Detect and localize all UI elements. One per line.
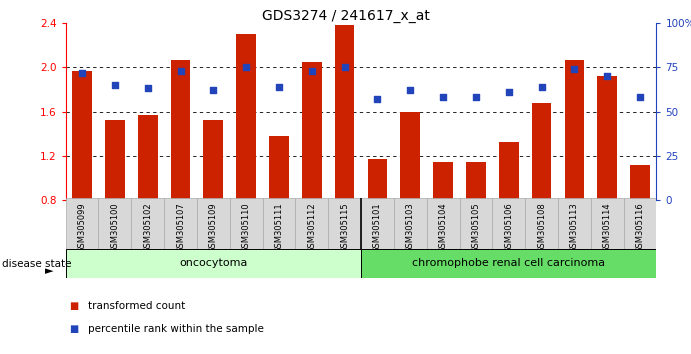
Point	[306, 68, 317, 74]
Bar	[328, 198, 361, 250]
Point	[602, 73, 613, 79]
Bar	[591, 198, 623, 250]
Text: GSM305116: GSM305116	[636, 202, 645, 253]
Bar	[105, 120, 124, 200]
Bar	[197, 198, 229, 250]
Text: ■: ■	[69, 301, 78, 311]
Bar	[426, 198, 460, 250]
Point	[109, 82, 120, 88]
Point	[536, 84, 547, 90]
Bar	[334, 25, 354, 200]
Point	[372, 96, 383, 102]
Text: GSM305110: GSM305110	[242, 202, 251, 253]
Point	[339, 64, 350, 70]
Text: GSM305114: GSM305114	[603, 202, 612, 253]
Point	[240, 64, 252, 70]
Text: chromophobe renal cell carcinoma: chromophobe renal cell carcinoma	[413, 258, 605, 268]
Bar	[171, 59, 190, 200]
Bar	[361, 198, 394, 250]
Bar	[400, 112, 420, 200]
Text: GSM305113: GSM305113	[570, 202, 579, 253]
Bar	[499, 142, 518, 200]
Point	[208, 87, 219, 93]
Bar	[203, 120, 223, 200]
Point	[405, 87, 416, 93]
Bar	[525, 198, 558, 250]
Point	[569, 66, 580, 72]
Text: GSM305101: GSM305101	[373, 202, 382, 253]
Text: GSM305104: GSM305104	[439, 202, 448, 253]
Text: percentile rank within the sample: percentile rank within the sample	[88, 324, 265, 333]
Text: GSM305108: GSM305108	[537, 202, 546, 253]
Bar	[164, 198, 197, 250]
Point	[437, 95, 448, 100]
Text: ■: ■	[69, 324, 78, 333]
Point	[77, 70, 88, 75]
Bar	[565, 59, 584, 200]
Text: GSM305111: GSM305111	[274, 202, 283, 253]
Text: GSM305112: GSM305112	[307, 202, 316, 253]
Text: GSM305102: GSM305102	[143, 202, 152, 253]
Point	[142, 86, 153, 91]
Bar	[466, 162, 486, 200]
Bar	[433, 162, 453, 200]
Text: GSM305109: GSM305109	[209, 202, 218, 253]
Bar	[460, 198, 492, 250]
Text: disease state: disease state	[2, 259, 72, 269]
Point	[175, 68, 186, 74]
Bar	[597, 76, 617, 200]
Text: oncocytoma: oncocytoma	[179, 258, 247, 268]
Bar	[394, 198, 426, 250]
Bar	[368, 159, 387, 200]
Text: GSM305115: GSM305115	[340, 202, 349, 253]
Text: GSM305103: GSM305103	[406, 202, 415, 253]
Point	[274, 84, 285, 90]
Text: GDS3274 / 241617_x_at: GDS3274 / 241617_x_at	[262, 9, 429, 23]
Text: GSM305099: GSM305099	[77, 202, 86, 253]
Bar	[138, 115, 158, 200]
Bar	[98, 198, 131, 250]
Point	[634, 95, 645, 100]
Bar	[263, 198, 295, 250]
Bar	[236, 34, 256, 200]
Point	[503, 89, 514, 95]
Bar	[131, 198, 164, 250]
Bar	[229, 198, 263, 250]
Bar	[492, 198, 525, 250]
Bar	[531, 103, 551, 200]
Bar	[558, 198, 591, 250]
Point	[471, 95, 482, 100]
Text: transformed count: transformed count	[88, 301, 186, 311]
Text: GSM305105: GSM305105	[471, 202, 480, 253]
Text: GSM305107: GSM305107	[176, 202, 185, 253]
Bar	[623, 198, 656, 250]
Text: GSM305100: GSM305100	[111, 202, 120, 253]
Bar	[72, 70, 92, 200]
Bar	[295, 198, 328, 250]
Bar	[66, 198, 98, 250]
Bar	[302, 62, 321, 200]
Bar	[630, 165, 650, 200]
Text: GSM305106: GSM305106	[504, 202, 513, 253]
Bar	[269, 136, 289, 200]
Bar	[361, 249, 656, 278]
Text: ►: ►	[46, 266, 54, 276]
Bar	[66, 249, 361, 278]
